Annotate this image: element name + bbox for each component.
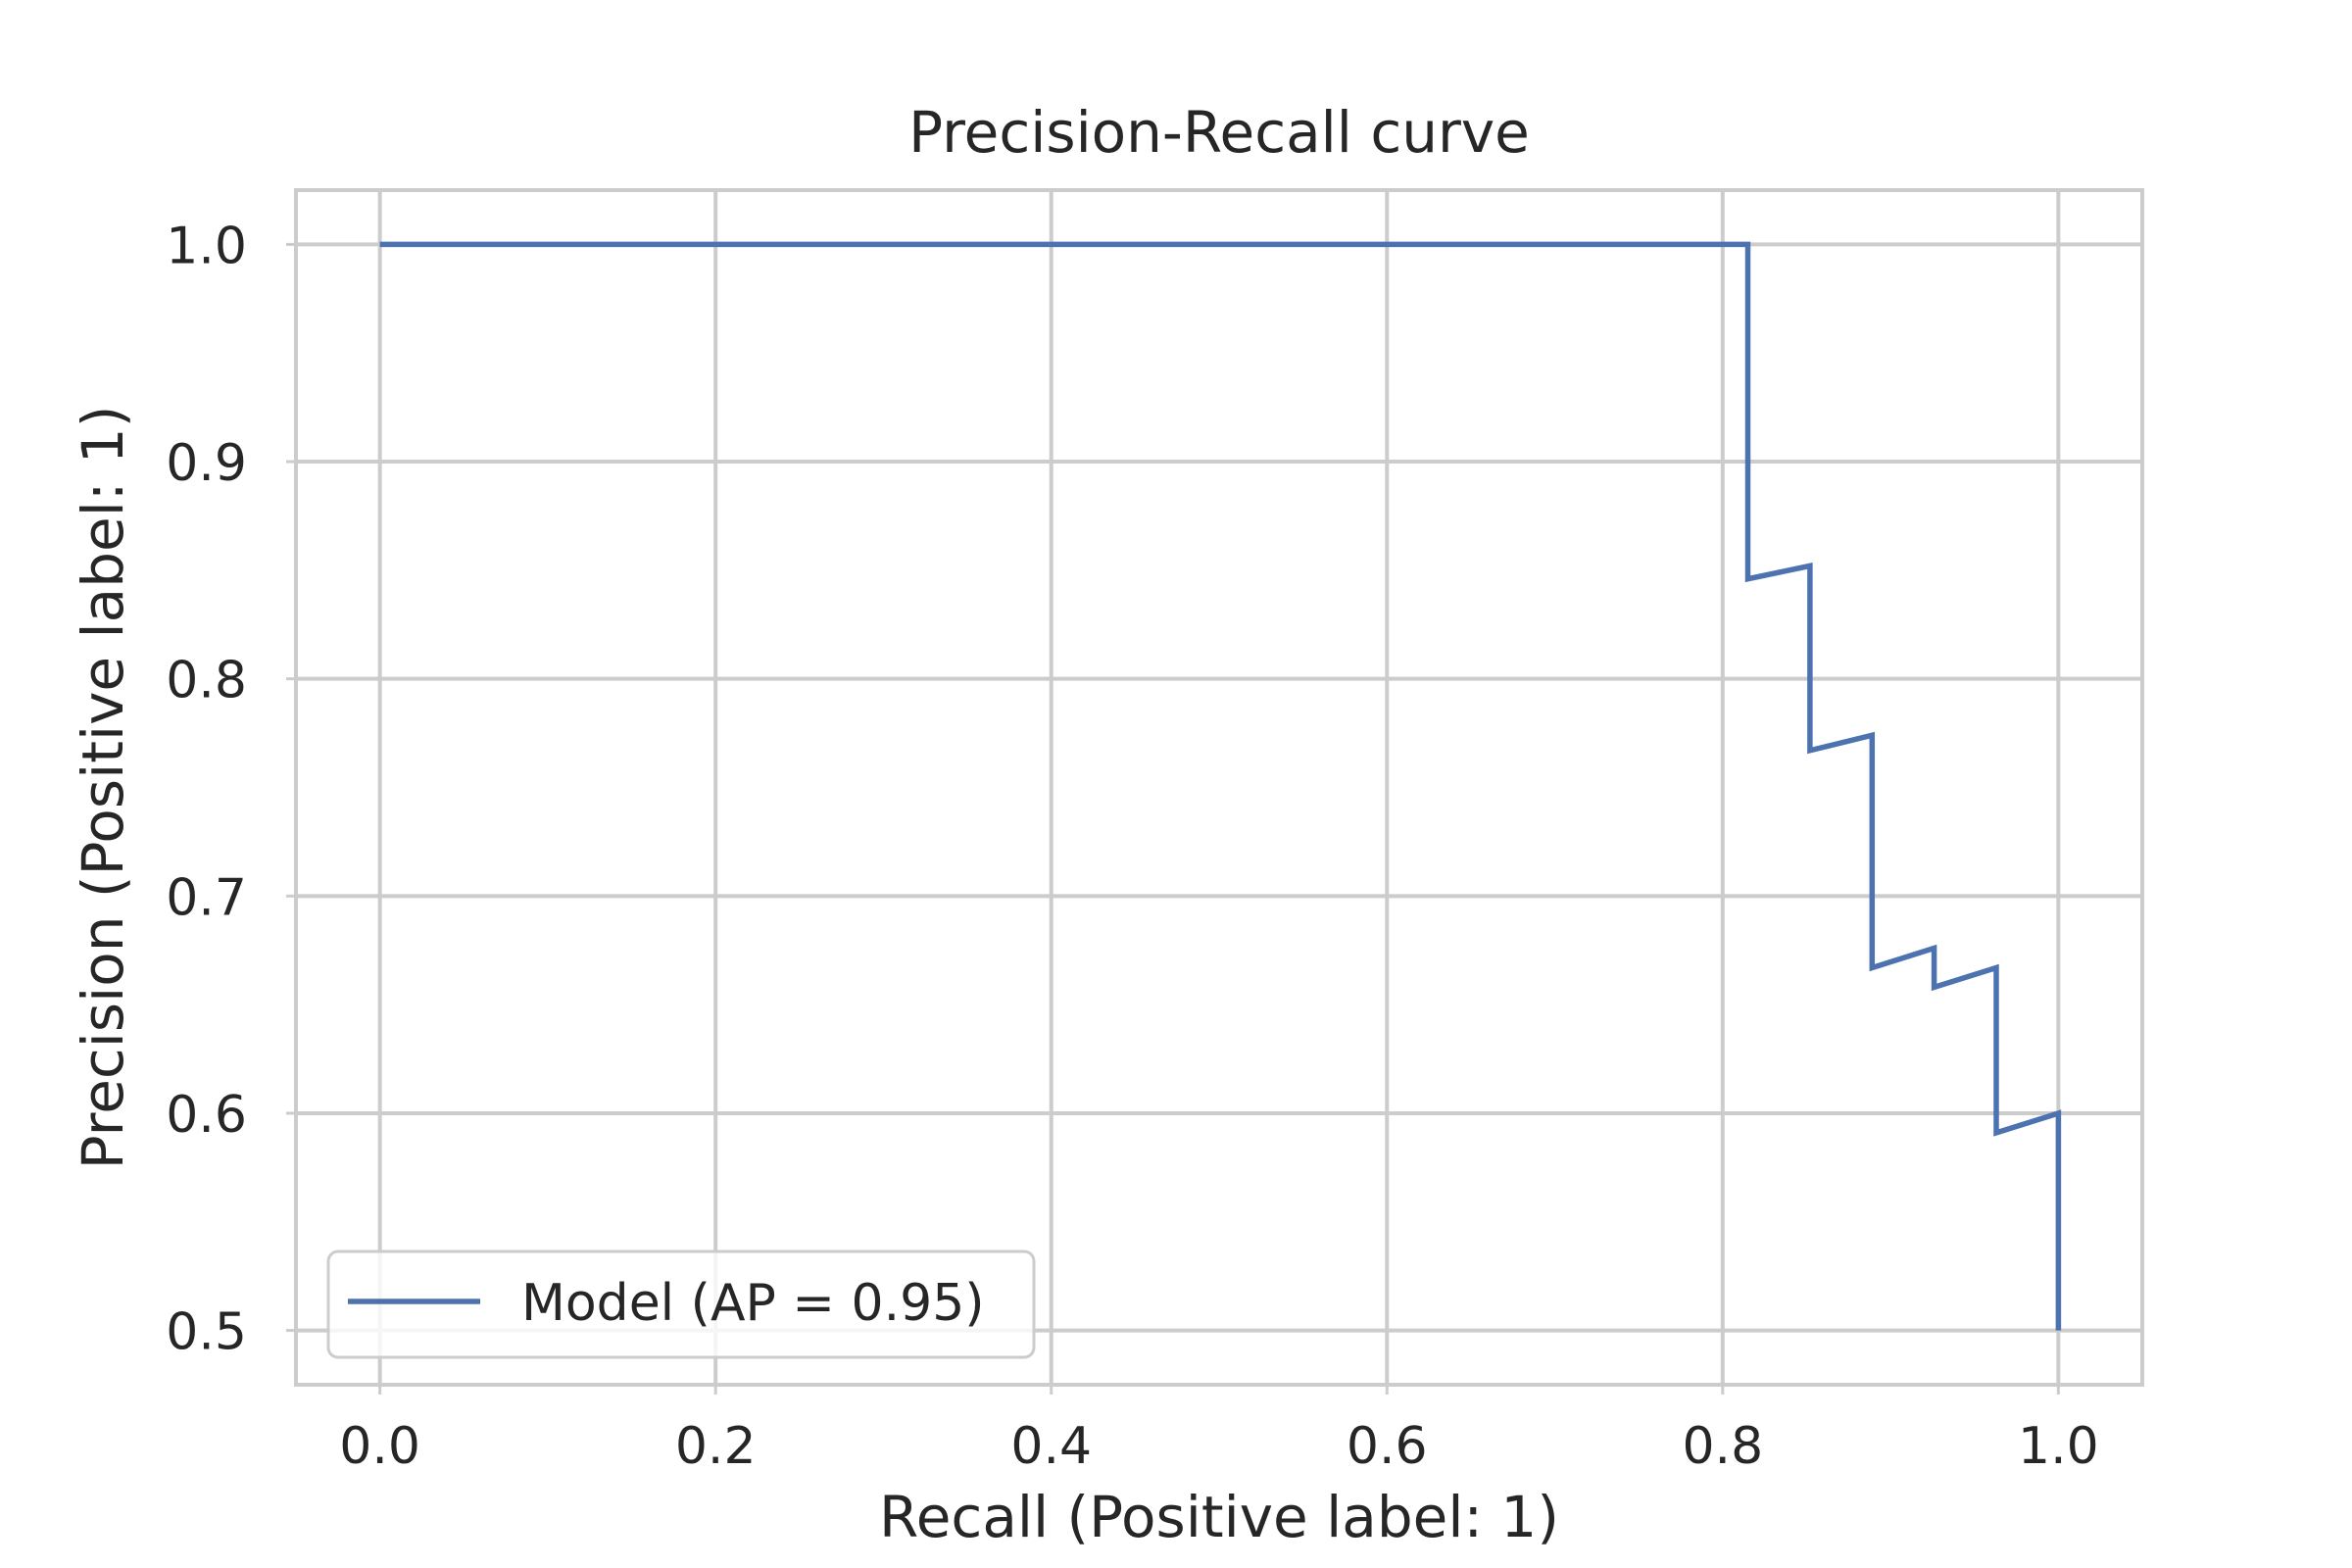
x-tick-label: 0.8 <box>1682 1417 1763 1476</box>
x-axis-label: Recall (Positive label: 1) <box>879 1484 1559 1550</box>
x-tick-label: 0.2 <box>675 1417 757 1476</box>
y-tick-label: 0.8 <box>166 652 247 710</box>
plot-frame <box>294 188 2144 1387</box>
legend: Model (AP = 0.95) <box>326 1250 1036 1359</box>
legend-label: Model (AP = 0.95) <box>521 1274 985 1333</box>
x-tick-label: 0.0 <box>339 1417 420 1476</box>
grid-layer <box>296 190 2142 1385</box>
y-axis-label: Precision (Positive label: 1) <box>70 406 136 1170</box>
x-tick-label: 0.6 <box>1347 1417 1428 1476</box>
y-tick-label: 0.6 <box>166 1086 247 1145</box>
y-tick-label: 0.5 <box>166 1303 247 1362</box>
x-tick-label: 0.4 <box>1010 1417 1092 1476</box>
series-layer <box>379 241 2062 1331</box>
y-tick-label: 0.7 <box>166 868 247 927</box>
y-tick-label: 0.9 <box>166 434 247 493</box>
tick-layer: 0.0 0.2 0.4 0.6 0.8 1.0 0.5 0.6 0.7 0.8 0.9 1.0 <box>166 217 2098 1476</box>
chart-title: Precision-Recall curve <box>908 99 1530 166</box>
y-tick-label: 1.0 <box>166 217 247 275</box>
x-tick-label: 1.0 <box>2018 1417 2099 1476</box>
series-line <box>379 241 2062 1331</box>
legend-box <box>326 1250 1036 1359</box>
